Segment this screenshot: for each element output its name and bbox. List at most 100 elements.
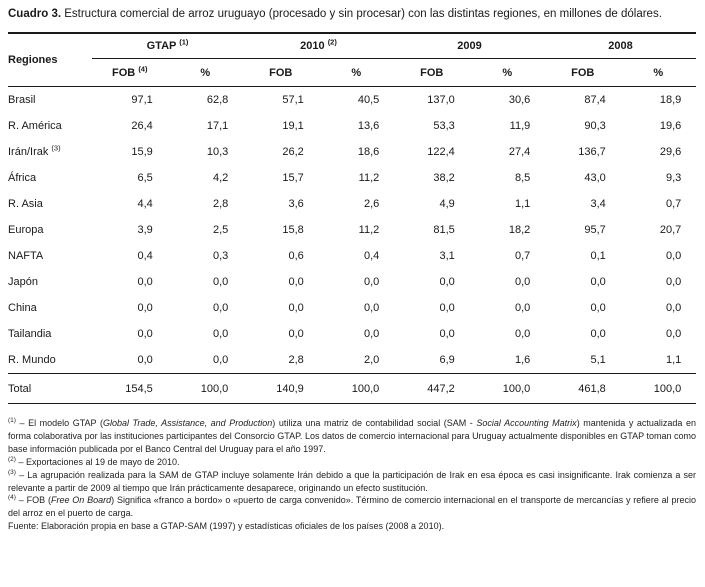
- value: 9,3: [665, 172, 682, 184]
- value: 0,0: [212, 302, 229, 314]
- value-cell: 40,5: [319, 87, 395, 114]
- value: 0,0: [439, 328, 455, 340]
- value-cell: 0,4: [319, 243, 395, 269]
- region-name: R. Asia: [8, 198, 43, 210]
- footnote: (1) – El modelo GTAP (Global Trade, Assi…: [8, 417, 696, 456]
- value: 0,7: [514, 250, 531, 262]
- value-cell: 29,6: [621, 139, 697, 165]
- value-cell: 4,9: [394, 191, 470, 217]
- value: 100,0: [653, 382, 682, 395]
- region-label: Europa: [8, 217, 92, 243]
- value-cell: 19,6: [621, 113, 697, 139]
- value-cell: 0,0: [243, 295, 319, 321]
- value-cell: 2,8: [243, 347, 319, 374]
- value-cell: 136,7: [545, 139, 621, 165]
- value: 57,1: [282, 94, 304, 106]
- value-cell: 38,2: [394, 165, 470, 191]
- value: 19,1: [282, 120, 304, 132]
- region-label: NAFTA: [8, 243, 92, 269]
- value: 0,0: [514, 276, 531, 288]
- value: 11,9: [509, 120, 531, 132]
- table-row: R. Mundo 0,0 0,0 2,8 2,0 6,9 1,6 5,1 1,1: [8, 347, 696, 374]
- footnote-text: – FOB (: [15, 495, 51, 506]
- value: 15,7: [282, 172, 304, 184]
- value-cell: 0,0: [243, 269, 319, 295]
- column-header-pct-gtap: %: [167, 58, 243, 87]
- region-name: China: [8, 302, 37, 314]
- value: 0,0: [590, 276, 606, 288]
- value-cell: 100,0: [620, 373, 696, 404]
- value-cell: 20,7: [621, 217, 697, 243]
- footnote-marker: (1): [8, 417, 16, 424]
- value: 0,0: [439, 302, 455, 314]
- value: 0,0: [514, 302, 531, 314]
- value: 1,1: [514, 198, 531, 210]
- value-cell: 18,9: [621, 87, 697, 114]
- value: 0,1: [590, 250, 606, 262]
- footnote-text: – Exportaciones al 19 de mayo de 2010.: [15, 456, 180, 467]
- value: 0,0: [514, 328, 531, 340]
- value: 43,0: [584, 172, 606, 184]
- value-cell: 4,2: [168, 165, 244, 191]
- total-row: Total 154,5 100,0 140,9 100,0 447,2 100,0 461,8…: [8, 373, 696, 404]
- value: 0,0: [665, 302, 682, 314]
- fob-label: FOB: [112, 66, 136, 79]
- value-cell: 461,8: [545, 373, 621, 404]
- region-label: Tailandia: [8, 321, 92, 347]
- value-cell: 10,3: [168, 139, 244, 165]
- value: 4,4: [137, 198, 153, 210]
- value-cell: 0,0: [319, 295, 395, 321]
- value: 3,4: [590, 198, 606, 210]
- value-cell: 0,0: [545, 321, 621, 347]
- value: 0,0: [137, 328, 153, 340]
- value: 5,1: [590, 354, 606, 366]
- value-cell: 18,2: [470, 217, 546, 243]
- value-cell: 15,8: [243, 217, 319, 243]
- value: 0,0: [363, 276, 380, 288]
- column-header-fob-2008: FOB: [545, 58, 621, 87]
- value: 0,0: [288, 302, 304, 314]
- table-row: NAFTA 0,4 0,3 0,6 0,4 3,1 0,7 0,1 0,0: [8, 243, 696, 269]
- footnote-marker: (2): [327, 37, 337, 47]
- table-row: R. Asia 4,4 2,8 3,6 2,6 4,9 1,1 3,4 0,7: [8, 191, 696, 217]
- footnote-text: ) Significa «franco a bordo» o «puerto d…: [8, 495, 696, 519]
- value-cell: 0,0: [168, 269, 244, 295]
- value: 18,9: [659, 94, 682, 106]
- value-cell: 95,7: [545, 217, 621, 243]
- value: 20,7: [659, 224, 682, 236]
- group-label: 2008: [608, 40, 633, 52]
- value-cell: 97,1: [92, 87, 168, 114]
- value-cell: 0,4: [92, 243, 168, 269]
- table-row: África 6,5 4,2 15,7 11,2 38,2 8,5 43,0 9,3: [8, 165, 696, 191]
- value-cell: 15,7: [243, 165, 319, 191]
- table-row: Europa 3,9 2,5 15,8 11,2 81,5 18,2 95,7 20,7: [8, 217, 696, 243]
- region-label: Total: [8, 373, 92, 404]
- value-cell: 6,5: [92, 165, 168, 191]
- footnote: (4) – FOB (Free On Board) Significa «fra…: [8, 494, 696, 520]
- value: 18,2: [508, 224, 531, 236]
- value-cell: 2,0: [319, 347, 395, 374]
- region-label: R. Asia: [8, 191, 92, 217]
- region-label: R. América: [8, 113, 92, 139]
- value-cell: 3,9: [92, 217, 168, 243]
- table-row: Japón 0,0 0,0 0,0 0,0 0,0 0,0 0,0 0,0: [8, 269, 696, 295]
- value: 53,3: [433, 120, 455, 132]
- value: 4,2: [212, 172, 229, 184]
- value-cell: 43,0: [545, 165, 621, 191]
- value: 122,4: [427, 146, 455, 158]
- value-cell: 8,5: [470, 165, 546, 191]
- column-header-pct-2009: %: [469, 58, 545, 87]
- value: 13,6: [357, 120, 380, 132]
- value-cell: 0,0: [92, 321, 168, 347]
- value: 140,9: [276, 382, 304, 395]
- value-cell: 0,0: [394, 269, 470, 295]
- paper-page: Cuadro 3. Estructura comercial de arroz …: [8, 8, 697, 531]
- value-cell: 26,4: [92, 113, 168, 139]
- column-header-fob-2009: FOB: [394, 58, 470, 87]
- value-cell: 0,0: [319, 321, 395, 347]
- table-row: Tailandia 0,0 0,0 0,0 0,0 0,0 0,0 0,0 0,0: [8, 321, 696, 347]
- value: 0,0: [137, 276, 153, 288]
- column-header-fob-2010: FOB: [243, 58, 319, 87]
- value-cell: 0,0: [92, 295, 168, 321]
- region-name: R. América: [8, 120, 62, 132]
